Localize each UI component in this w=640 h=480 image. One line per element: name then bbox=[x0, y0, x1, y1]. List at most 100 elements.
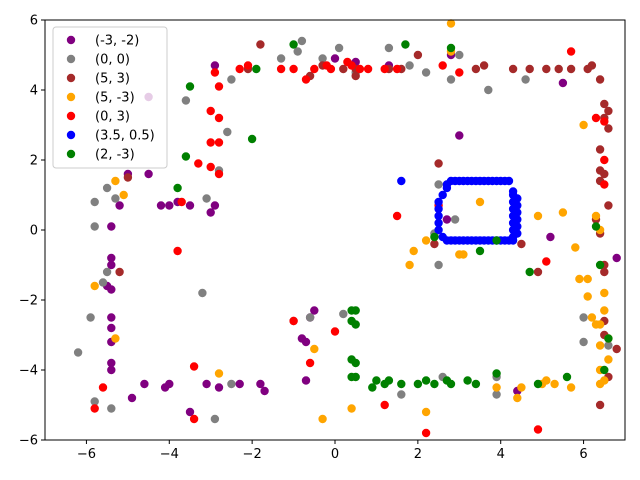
x-tick-label: −6 bbox=[77, 447, 96, 462]
data-point bbox=[189, 414, 199, 424]
data-point bbox=[484, 85, 493, 95]
data-point bbox=[301, 75, 311, 84]
data-point bbox=[533, 267, 543, 277]
data-point bbox=[604, 334, 613, 343]
data-point bbox=[434, 211, 443, 221]
data-point bbox=[111, 194, 120, 203]
data-point bbox=[301, 337, 311, 347]
data-point bbox=[305, 313, 315, 322]
data-point bbox=[434, 260, 443, 270]
data-point bbox=[455, 50, 464, 60]
data-point bbox=[181, 152, 191, 161]
data-point bbox=[583, 274, 592, 284]
data-point bbox=[571, 243, 580, 252]
data-point bbox=[107, 404, 116, 413]
data-point bbox=[517, 239, 526, 249]
data-point bbox=[227, 75, 236, 84]
data-point bbox=[326, 64, 336, 74]
y-tick-label: 4 bbox=[30, 84, 38, 99]
legend-marker bbox=[66, 149, 76, 159]
data-point bbox=[604, 106, 613, 116]
data-point bbox=[318, 54, 327, 63]
data-point bbox=[210, 201, 220, 210]
data-point bbox=[165, 201, 174, 210]
series-2 bbox=[115, 40, 621, 410]
data-point bbox=[173, 183, 182, 193]
data-point bbox=[413, 379, 423, 389]
series-0 bbox=[102, 50, 621, 417]
data-point bbox=[289, 40, 298, 49]
legend: (-3, -2) (0, 0) (5, 3) (5, -3) (0, 3) (3.5, 0… bbox=[52, 26, 168, 169]
data-point bbox=[351, 71, 360, 81]
data-point bbox=[214, 383, 224, 392]
data-point bbox=[293, 47, 302, 56]
legend-label: (0, 0) bbox=[95, 53, 130, 68]
y-tick-label: 6 bbox=[30, 14, 38, 29]
data-point bbox=[351, 358, 360, 368]
data-point bbox=[521, 75, 530, 84]
data-point bbox=[475, 246, 485, 256]
data-point bbox=[504, 176, 514, 186]
data-point bbox=[595, 341, 605, 350]
data-point bbox=[546, 232, 555, 242]
data-point bbox=[210, 414, 220, 424]
data-point bbox=[202, 379, 211, 389]
data-point bbox=[508, 64, 518, 74]
data-point bbox=[206, 208, 215, 217]
data-point bbox=[595, 320, 605, 329]
data-point bbox=[289, 64, 298, 74]
data-point bbox=[413, 50, 423, 60]
data-point bbox=[206, 138, 215, 147]
data-point bbox=[513, 393, 522, 403]
data-point bbox=[86, 313, 95, 322]
data-point bbox=[210, 68, 220, 77]
data-point bbox=[276, 54, 286, 63]
data-point bbox=[421, 68, 431, 77]
data-point bbox=[533, 379, 543, 389]
data-point bbox=[363, 64, 373, 74]
data-point bbox=[430, 232, 439, 242]
data-point bbox=[550, 379, 559, 389]
data-point bbox=[289, 316, 298, 326]
data-point bbox=[214, 169, 224, 179]
data-point bbox=[351, 320, 360, 329]
data-point bbox=[566, 383, 576, 392]
data-point bbox=[107, 222, 116, 231]
series-4 bbox=[90, 47, 609, 438]
data-point bbox=[600, 180, 609, 189]
data-point bbox=[600, 99, 609, 109]
data-point bbox=[591, 222, 601, 231]
data-point bbox=[575, 274, 584, 284]
legend-marker bbox=[66, 111, 76, 121]
data-point bbox=[612, 253, 621, 263]
axes: −6 −4 −2 0 2 4 6 −6 −4 −2 0 2 4 6 bbox=[19, 14, 588, 463]
data-point bbox=[600, 267, 609, 277]
data-point bbox=[492, 236, 501, 245]
data-point bbox=[434, 159, 443, 168]
data-point bbox=[355, 64, 365, 74]
data-point bbox=[438, 232, 447, 242]
x-tick-label: 4 bbox=[497, 447, 505, 462]
data-point bbox=[73, 348, 83, 357]
data-point bbox=[397, 379, 406, 389]
data-point bbox=[604, 124, 613, 133]
data-point bbox=[318, 414, 327, 424]
data-point bbox=[434, 204, 443, 214]
data-point bbox=[202, 194, 211, 203]
data-point bbox=[347, 404, 356, 413]
data-point bbox=[227, 379, 236, 389]
data-point bbox=[479, 61, 489, 70]
data-point bbox=[156, 201, 166, 210]
data-point bbox=[210, 61, 220, 70]
data-point bbox=[434, 197, 443, 207]
data-point bbox=[463, 376, 472, 385]
data-point bbox=[339, 309, 348, 319]
legend-marker bbox=[66, 73, 76, 83]
legend-marker bbox=[66, 130, 76, 140]
legend-label: (-3, -2) bbox=[95, 34, 139, 49]
data-point bbox=[409, 246, 418, 256]
data-point bbox=[177, 197, 186, 207]
data-point bbox=[583, 292, 592, 301]
data-point bbox=[455, 68, 464, 77]
data-point bbox=[330, 327, 340, 336]
